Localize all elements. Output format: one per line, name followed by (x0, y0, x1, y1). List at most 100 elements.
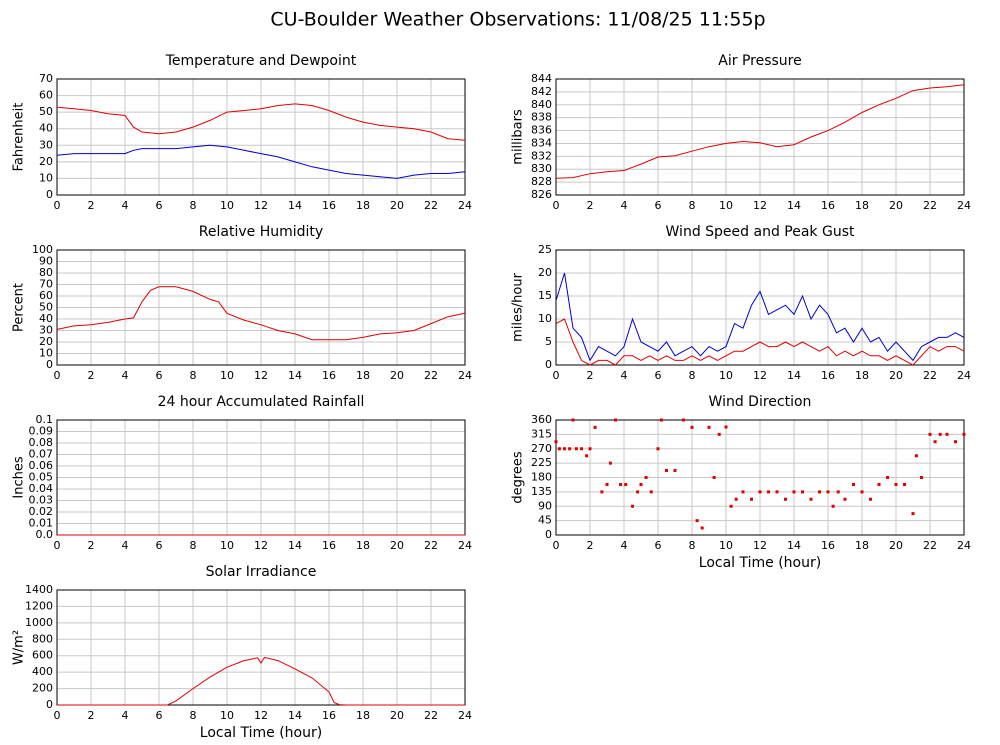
data-point (682, 418, 685, 422)
y-tick-label: 15 (538, 289, 552, 302)
x-tick-label: 24 (957, 199, 971, 212)
x-tick-label: 4 (621, 199, 628, 212)
data-line (56, 103, 466, 141)
data-point (588, 447, 592, 451)
y-tick-label: 40 (39, 122, 53, 135)
y-tick-label: 30 (39, 138, 53, 151)
x-tick-label: 6 (655, 199, 662, 212)
x-tick-label: 12 (254, 539, 268, 552)
x-tick-label: 16 (322, 709, 336, 722)
x-tick-label: 8 (689, 369, 696, 382)
y-tick-label: 80 (39, 266, 53, 279)
x-tick-label: 6 (655, 539, 662, 552)
y-tick-label: 50 (39, 301, 53, 314)
data-point (659, 418, 663, 422)
x-tick-label: 12 (753, 539, 767, 552)
y-tick-label: 5 (545, 335, 552, 348)
data-point (690, 425, 694, 429)
data-point (831, 504, 835, 508)
chart-title: Temperature and Dewpoint (165, 53, 357, 69)
y-tick-label: 270 (531, 442, 552, 455)
plot-frame (555, 419, 965, 536)
x-tick-label: 18 (855, 369, 869, 382)
y-tick-label: 0.1 (36, 413, 54, 426)
x-tick-label: 10 (220, 709, 234, 722)
x-tick-label: 14 (288, 539, 302, 552)
data-point (563, 447, 566, 451)
x-tick-label: 12 (753, 199, 767, 212)
x-tick-label: 22 (923, 539, 937, 552)
y-tick-label: 834 (531, 136, 552, 149)
data-point (712, 476, 716, 479)
page-title: CU-Boulder Weather Observations: 11/08/2… (270, 9, 765, 31)
y-tick-label: 0 (545, 528, 552, 541)
data-point (608, 461, 612, 465)
y-tick-label: 828 (531, 175, 552, 188)
y-tick-label: 1400 (25, 583, 53, 596)
y-tick-label: 826 (531, 188, 552, 201)
y-tick-label: 0.01 (29, 517, 54, 530)
data-point (792, 490, 796, 494)
x-tick-label: 24 (957, 369, 971, 382)
data-point (568, 447, 572, 451)
data-point (741, 490, 745, 494)
y-tick-label: 50 (39, 105, 53, 118)
y-tick-label: 70 (39, 72, 53, 85)
y-tick-label: 225 (531, 456, 552, 469)
data-point (945, 432, 949, 436)
y-tick-label: 100 (32, 243, 53, 256)
x-tick-label: 18 (855, 199, 869, 212)
x-tick-label: 8 (689, 199, 696, 212)
y-tick-label: 0.06 (29, 459, 54, 472)
x-tick-label: 10 (719, 199, 733, 212)
y-tick-label: 10 (538, 312, 552, 325)
y-tick-label: 180 (531, 471, 552, 484)
x-tick-label: 14 (288, 369, 302, 382)
y-tick-label: 0.09 (29, 425, 54, 438)
y-axis-label: millibars (511, 109, 526, 165)
data-point (656, 447, 660, 451)
x-tick-label: 0 (553, 199, 560, 212)
data-point (903, 483, 906, 487)
x-tick-label: 18 (356, 539, 370, 552)
y-tick-label: 836 (531, 124, 552, 137)
data-point (886, 476, 889, 479)
y-tick-label: 0.02 (29, 505, 54, 518)
data-point (775, 490, 779, 494)
plot-frame (56, 249, 466, 366)
x-tick-label: 12 (254, 709, 268, 722)
data-line (555, 272, 965, 362)
data-line (555, 318, 965, 366)
data-point (933, 440, 937, 444)
data-point (920, 476, 923, 479)
x-tick-label: 0 (54, 539, 61, 552)
x-tick-label: 6 (655, 369, 662, 382)
data-point (724, 425, 728, 429)
x-tick-label: 22 (424, 709, 438, 722)
y-tick-label: 0.0 (36, 528, 54, 541)
data-point (707, 425, 711, 429)
x-tick-label: 4 (122, 539, 129, 552)
data-point (894, 483, 898, 487)
data-point (914, 454, 918, 458)
data-point (700, 526, 704, 530)
x-tick-label: 20 (889, 369, 903, 382)
data-point (695, 519, 699, 523)
y-tick-label: 0.05 (29, 471, 54, 484)
x-tick-label: 2 (88, 199, 95, 212)
y-tick-label: 0.03 (29, 494, 54, 507)
data-point (877, 483, 881, 487)
x-tick-label: 8 (190, 709, 197, 722)
x-tick-label: 4 (122, 369, 129, 382)
data-point (801, 490, 804, 494)
data-line (57, 656, 465, 706)
x-tick-label: 18 (356, 369, 370, 382)
data-point (631, 504, 634, 508)
y-tick-label: 600 (32, 649, 53, 662)
chart-title: Relative Humidity (199, 224, 323, 240)
x-tick-label: 20 (390, 199, 404, 212)
x-tick-label: 16 (821, 539, 835, 552)
x-tick-label: 18 (356, 199, 370, 212)
x-tick-label: 24 (458, 199, 472, 212)
x-tick-label: 6 (156, 539, 163, 552)
